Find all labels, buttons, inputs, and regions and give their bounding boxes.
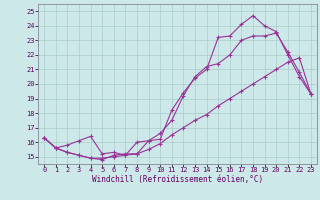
X-axis label: Windchill (Refroidissement éolien,°C): Windchill (Refroidissement éolien,°C) bbox=[92, 175, 263, 184]
